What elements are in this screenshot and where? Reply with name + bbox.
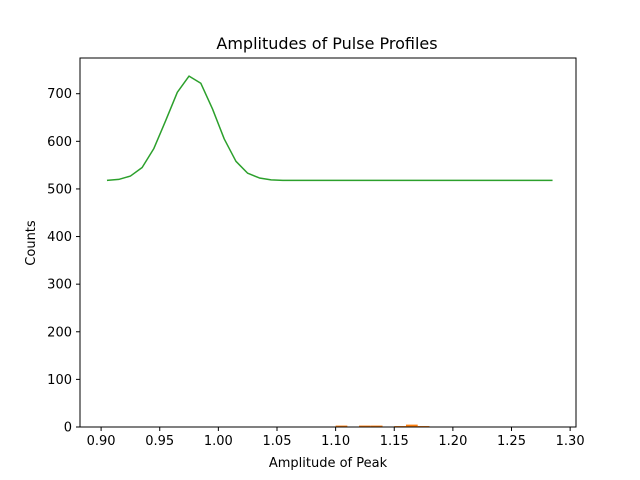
x-tick-label: 1.15 [380, 434, 409, 449]
x-tick-label: 1.20 [438, 434, 467, 449]
y-tick-label: 200 [47, 325, 72, 340]
y-tick-label: 600 [47, 135, 72, 150]
y-tick-label: 500 [47, 182, 72, 197]
y-axis-label: Counts [24, 220, 39, 266]
series-line [106, 75, 553, 182]
histogram-bar [405, 424, 418, 427]
y-axis: 0 100 200 300 400 500 600 700 [47, 87, 80, 436]
x-tick-label: 0.95 [145, 434, 174, 449]
x-tick-label: 1.30 [556, 434, 585, 449]
x-tick-label: 1.05 [263, 434, 292, 449]
plot-area [106, 75, 553, 427]
x-tick-label: 0.90 [87, 434, 116, 449]
x-tick-label: 1.00 [204, 434, 233, 449]
y-tick-label: 0 [64, 421, 72, 436]
y-tick-label: 400 [47, 230, 72, 245]
histogram-bar [370, 425, 383, 427]
plot-frame [79, 57, 577, 428]
x-tick-label: 1.10 [321, 434, 350, 449]
histogram-bar [359, 425, 371, 427]
y-tick-label: 100 [47, 373, 72, 388]
x-axis: 0.90 0.95 1.00 1.05 1.10 1.15 1.20 1.25 1.30 [87, 427, 585, 449]
x-axis-label: Amplitude of Peak [269, 456, 388, 471]
y-tick-label: 300 [47, 278, 72, 293]
x-tick-label: 1.25 [497, 434, 526, 449]
y-tick-label: 700 [47, 87, 72, 102]
chart-title: Amplitudes of Pulse Profiles [216, 34, 437, 53]
histogram-bar [335, 425, 348, 427]
